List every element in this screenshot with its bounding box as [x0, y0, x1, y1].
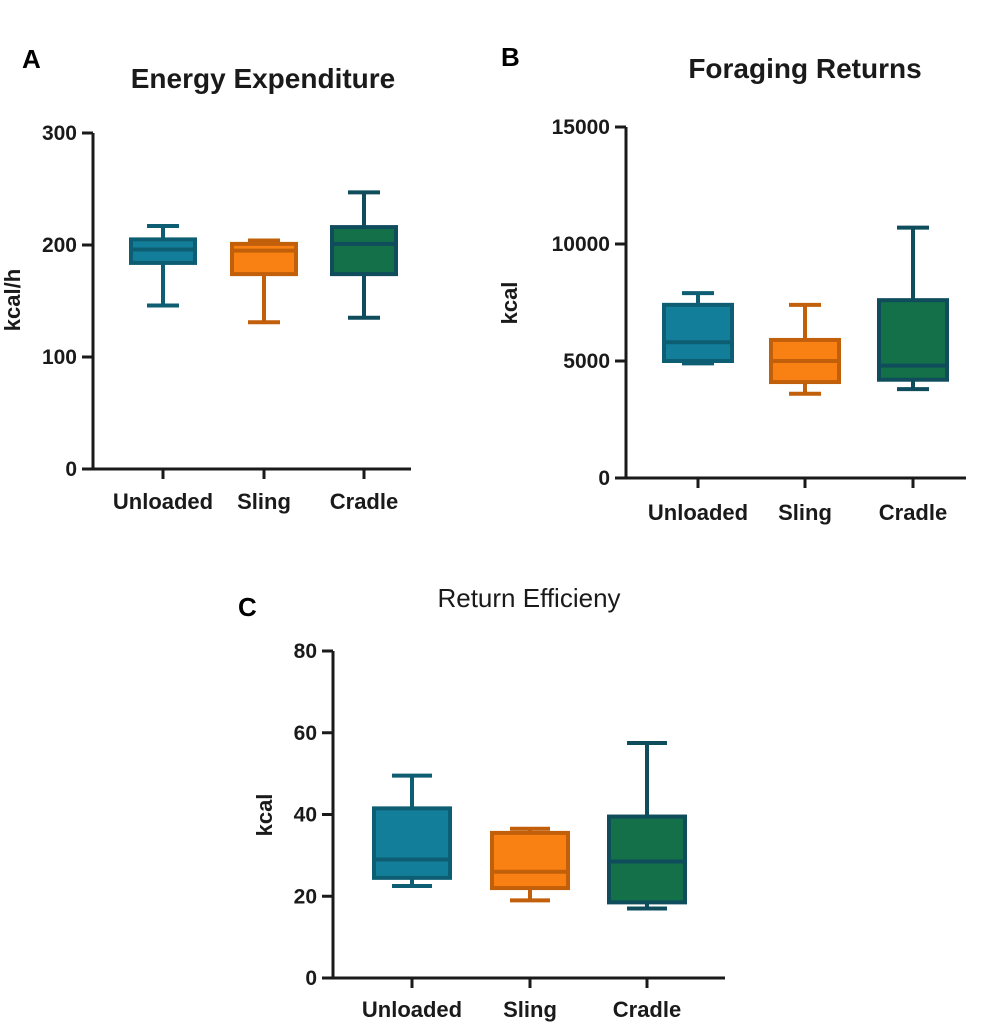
panel-c-letter: C	[238, 592, 257, 622]
panel-b-ytick-label: 5000	[563, 350, 610, 373]
panel-b-y-axis-title: kcal	[497, 282, 522, 325]
panel-b-letter: B	[501, 42, 520, 72]
panel-c-title: Return Efficieny	[437, 583, 620, 613]
panel-a-ytick-label: 100	[42, 346, 77, 369]
panel-c-ytick-label: 40	[294, 804, 317, 827]
panel-c-ytick-label: 60	[294, 722, 317, 745]
panel-a: A Energy Expenditure kcal/h 0 100 200 30…	[0, 44, 411, 514]
iqr-box-unloaded	[372, 806, 452, 880]
panel-a-category-label: Unloaded	[113, 489, 213, 514]
panel-c-yticks: 0 20 40 60 80	[294, 640, 333, 990]
panel-c: C Return Efficieny kcal 0 20 40 60 80 Un…	[238, 583, 725, 1022]
panel-c-ytick-label: 80	[294, 640, 317, 663]
box-cradle	[607, 740, 687, 911]
iqr-box-sling	[490, 830, 570, 891]
iqr-box-unloaded	[662, 302, 734, 363]
panel-c-xticks: Unloaded Sling Cradle	[362, 978, 681, 1022]
panel-b-ytick-label: 15000	[552, 116, 610, 139]
box-unloaded	[372, 773, 452, 889]
box-unloaded	[129, 223, 197, 308]
iqr-box-cradle	[877, 298, 949, 382]
panel-a-ytick-label: 300	[42, 122, 77, 145]
box-unloaded	[662, 291, 734, 366]
panel-a-category-label: Sling	[237, 489, 291, 514]
panel-a-yticks: 0 100 200 300	[42, 122, 93, 481]
box-sling	[230, 238, 298, 325]
panel-b-category-label: Sling	[778, 500, 832, 525]
panel-c-y-axis-title: kcal	[252, 794, 277, 837]
panel-c-ytick-label: 20	[294, 885, 317, 908]
panel-a-title: Energy Expenditure	[131, 63, 396, 94]
panel-c-ytick-label: 0	[305, 967, 317, 990]
box-cradle	[877, 225, 949, 392]
panel-b: B Foraging Returns kcal 0 5000 10000 150…	[497, 42, 966, 525]
panel-b-title: Foraging Returns	[688, 53, 921, 84]
panel-c-category-label: Sling	[503, 997, 557, 1022]
panel-a-boxes	[129, 190, 398, 325]
panel-b-category-label: Unloaded	[648, 500, 748, 525]
panel-b-xticks: Unloaded Sling Cradle	[648, 478, 947, 525]
panel-b-ytick-label: 10000	[552, 233, 610, 256]
panel-c-category-label: Cradle	[613, 997, 681, 1022]
panel-b-ytick-label: 0	[598, 467, 610, 490]
panel-a-xticks: Unloaded Sling Cradle	[113, 469, 398, 514]
panel-b-boxes	[662, 225, 949, 396]
iqr-box-cradle	[607, 814, 687, 905]
panel-a-y-axis-title: kcal/h	[0, 269, 25, 331]
panel-c-category-label: Unloaded	[362, 997, 462, 1022]
box-sling	[769, 302, 841, 396]
panel-b-yticks: 0 5000 10000 15000	[552, 116, 626, 490]
panel-a-ytick-label: 0	[65, 458, 77, 481]
panel-a-letter: A	[22, 44, 41, 74]
panel-a-ytick-label: 200	[42, 234, 77, 257]
iqr-box-sling	[230, 241, 298, 277]
panel-a-category-label: Cradle	[330, 489, 398, 514]
panel-c-boxes	[372, 740, 687, 911]
iqr-box-cradle	[330, 225, 398, 277]
box-sling	[490, 826, 570, 903]
panel-b-category-label: Cradle	[879, 500, 947, 525]
box-cradle	[330, 190, 398, 320]
